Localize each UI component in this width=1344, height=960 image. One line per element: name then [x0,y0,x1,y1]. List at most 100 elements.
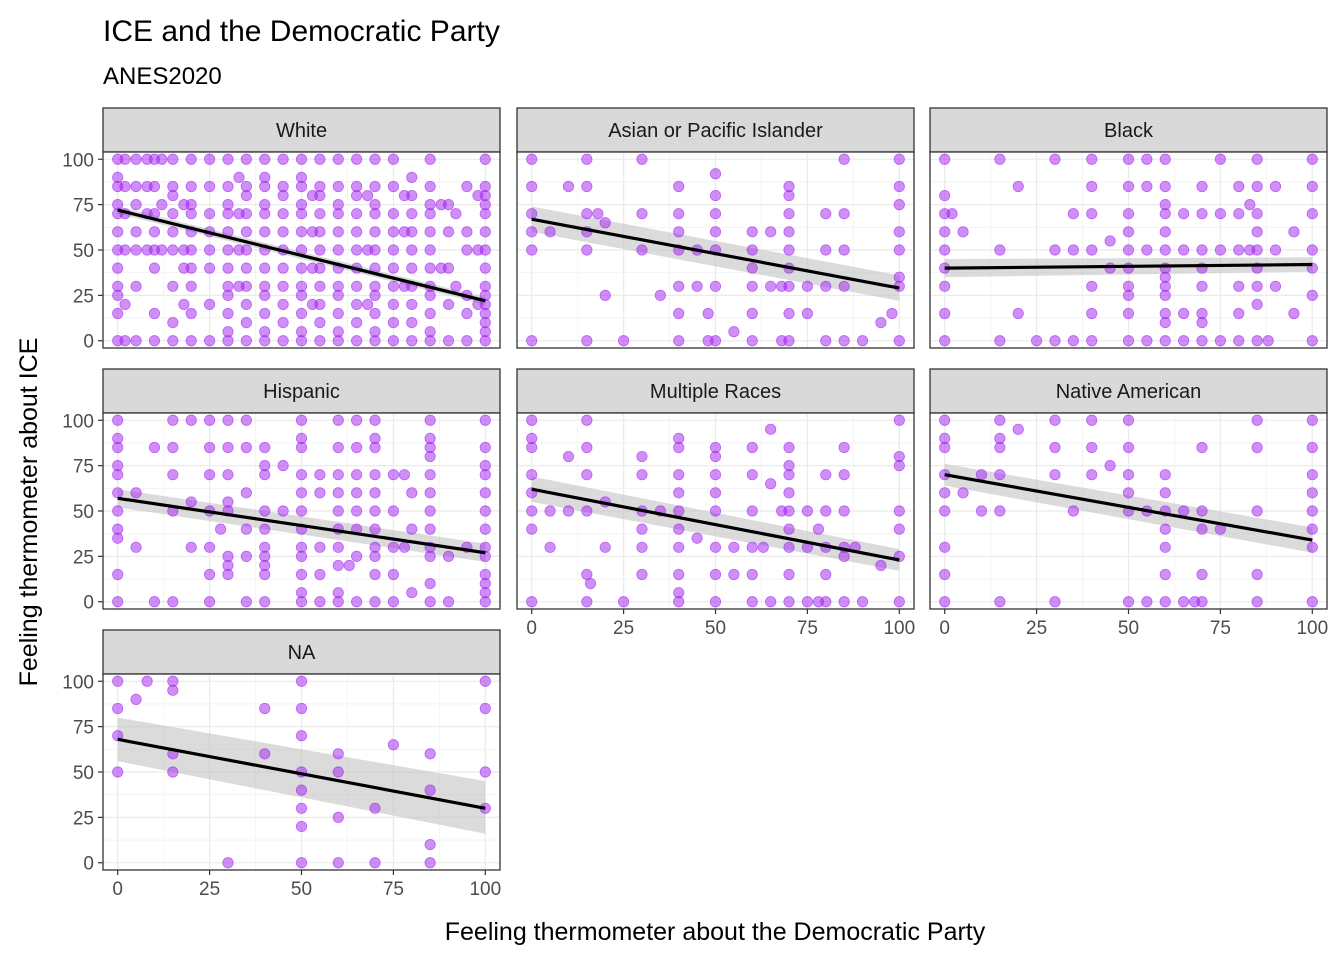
data-point [332,153,344,165]
data-point [167,469,179,481]
data-point [406,189,418,202]
data-point [240,414,252,426]
data-point [277,226,289,238]
data-point [277,208,289,220]
data-point [939,189,951,202]
data-point [479,414,491,426]
data-point [130,487,142,499]
data-point [1178,596,1190,608]
data-point [893,244,905,256]
data-point [1049,469,1061,481]
data-point [1269,244,1282,256]
data-point [332,857,344,869]
data-point [526,335,538,347]
data-point [581,208,593,220]
data-point [479,244,491,256]
regression-line [944,262,1313,270]
data-point [259,702,271,715]
data-point [820,208,832,220]
data-point [856,335,869,347]
data-point [167,335,179,347]
data-point [343,559,355,572]
data-point [1233,180,1245,193]
data-point [893,180,905,193]
data-point [112,675,124,687]
data-point [526,469,538,481]
data-point [406,244,418,256]
data-point [222,414,234,426]
data-point [240,523,252,535]
data-point [526,505,538,517]
data-point [783,460,795,472]
data-point [167,675,179,687]
data-point [222,244,234,256]
data-point [618,335,630,347]
data-point [1251,441,1263,454]
data-point [314,568,326,581]
facet-panel-5: Native American 0 25 50 75 100 [929,368,1328,639]
data-point [765,423,777,435]
data-point [1306,505,1318,517]
data-point [728,541,740,553]
data-point [351,596,363,608]
data-point [1306,335,1318,347]
data-point [461,226,473,238]
data-point [838,208,850,220]
data-point [1122,280,1135,292]
data-point [314,180,326,193]
data-point [387,568,399,581]
data-point [442,550,455,562]
data-point [204,414,216,426]
data-point [222,153,234,165]
data-point [746,541,758,553]
data-point [783,180,795,193]
data-point [783,208,795,220]
data-point [1086,280,1098,292]
data-point [1251,226,1263,238]
data-point [636,469,648,481]
data-point [295,432,308,445]
data-point [893,226,905,238]
data-point [351,180,363,193]
data-point [424,326,436,338]
data-point [204,262,216,274]
x-tick-label: 25 [1026,618,1047,639]
data-point [893,153,905,165]
data-point [369,568,381,581]
data-point [1067,208,1079,220]
data-point [746,441,758,454]
x-tick-label: 75 [797,618,818,639]
data-point [1086,469,1098,481]
data-point [1196,441,1208,454]
data-point [636,244,648,256]
data-point [673,432,685,445]
data-point [240,441,252,454]
data-point [277,298,289,311]
data-point [1012,307,1024,320]
data-point [1196,244,1208,256]
data-point [141,675,153,687]
data-point [1049,596,1061,608]
data-point [746,307,758,320]
data-point [369,199,381,211]
data-point [332,748,344,760]
data-point [1196,208,1208,220]
data-point [461,180,473,193]
data-point [295,730,308,742]
data-point [240,316,252,329]
data-point [369,432,381,445]
data-point [185,262,197,274]
data-point [387,335,399,347]
data-point [939,153,951,165]
data-point [424,307,436,320]
y-tick-label: 0 [83,854,94,875]
data-point [185,414,197,426]
data-point [939,541,951,553]
x-tick-label: 25 [613,618,634,639]
data-point [387,316,399,329]
data-point [351,316,363,329]
x-axis-title: Feeling thermometer about the Democratic… [445,918,986,946]
data-point [838,153,850,165]
data-point [387,262,399,274]
data-point [387,739,399,751]
